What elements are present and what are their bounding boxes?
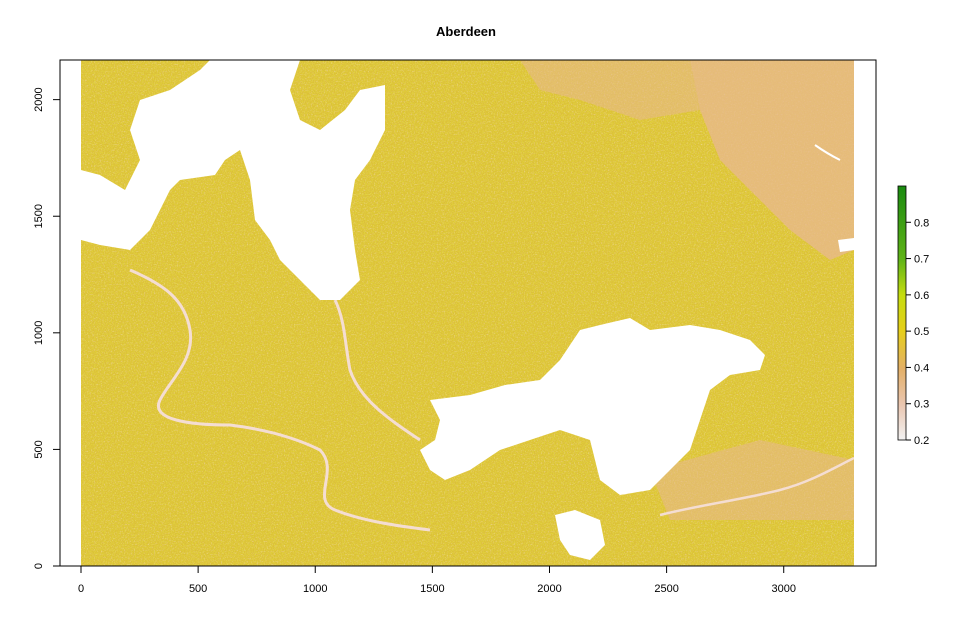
raster-layer	[81, 60, 854, 566]
colorbar-tick-label: 0.8	[914, 217, 929, 229]
river-east	[659, 456, 854, 517]
low-value-region-southeast	[650, 440, 854, 520]
lake-northwest	[81, 60, 385, 300]
x-tick-label: 2500	[654, 583, 678, 595]
y-tick-label: 500	[33, 440, 45, 458]
colorbar-tick-label: 0.2	[914, 435, 929, 447]
colorbar-tick-label: 0.4	[914, 362, 929, 374]
x-axis: 0 500 1000 1500 2000 2500 3000	[78, 566, 796, 595]
colorbar-tick-label: 0.6	[914, 290, 929, 302]
lake-center-east	[420, 318, 765, 495]
y-tick-label: 1000	[33, 321, 45, 345]
x-tick-label: 500	[189, 583, 207, 595]
x-tick-label: 3000	[771, 583, 795, 595]
patch-south-center	[555, 510, 605, 560]
low-value-region-north	[520, 60, 700, 120]
colorbar-ticks: 0.2 0.3 0.4 0.5 0.6 0.7 0.8	[906, 217, 929, 447]
colorbar-tick-label: 0.5	[914, 326, 929, 338]
x-tick-label: 1500	[420, 583, 444, 595]
plot-frame	[59, 59, 877, 567]
y-tick-label: 0	[33, 563, 45, 569]
river-west	[129, 268, 431, 532]
y-axis: 0 500 1000 1500 2000	[33, 87, 60, 569]
river-central	[333, 299, 421, 442]
x-tick-label: 2000	[537, 583, 561, 595]
low-value-region-east	[690, 60, 854, 260]
colorbar-tick-label: 0.7	[914, 254, 929, 266]
colorbar-gradient	[897, 185, 907, 441]
x-tick-label: 0	[78, 583, 84, 595]
y-tick-label: 2000	[33, 87, 45, 111]
river-northeast	[814, 144, 841, 161]
colorbar: 0.2 0.3 0.4 0.5 0.6 0.7 0.8	[897, 185, 929, 447]
x-tick-label: 1000	[303, 583, 327, 595]
colorbar-tick-label: 0.3	[914, 399, 929, 411]
patch-east-edge	[838, 238, 854, 252]
y-tick-label: 1500	[33, 204, 45, 228]
chart-title: Aberdeen	[436, 24, 496, 39]
